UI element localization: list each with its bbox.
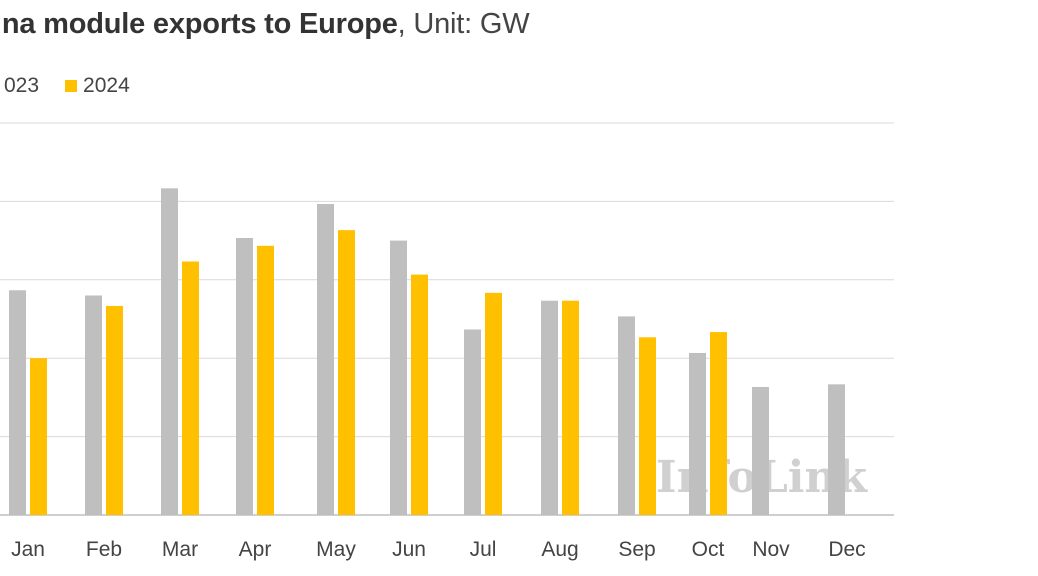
legend-label-2024: 2024 bbox=[83, 74, 130, 97]
x-tick-label-apr: Apr bbox=[239, 538, 272, 561]
x-tick-label-jun: Jun bbox=[392, 538, 426, 561]
bars bbox=[9, 188, 845, 516]
bar-2023-dec bbox=[828, 384, 845, 515]
bar-2023-may bbox=[317, 204, 334, 515]
bar-2023-jul bbox=[464, 329, 481, 515]
x-tick-label-feb: Feb bbox=[86, 538, 122, 561]
chart-legend: 023 2024 bbox=[0, 74, 156, 98]
bar-2024-jun bbox=[411, 274, 428, 515]
grid-lines bbox=[0, 122, 894, 516]
chart-title-bold: ina module exports to Europe bbox=[0, 8, 398, 40]
chart-title-unit: , Unit: GW bbox=[397, 8, 530, 40]
bar-2023-feb bbox=[85, 295, 102, 515]
x-axis-tick-labels: Jan Feb Mar Apr May Jun Jul Aug Sep Oct Nov Dec bbox=[11, 538, 866, 561]
bar-2024-aug bbox=[562, 300, 579, 515]
bar-2024-sep bbox=[639, 337, 656, 515]
x-tick-label-jan: Jan bbox=[11, 538, 45, 561]
legend-label-2023: 023 bbox=[4, 74, 40, 97]
x-tick-label-mar: Mar bbox=[162, 538, 198, 561]
bar-2023-jan bbox=[9, 290, 26, 515]
x-tick-label-sep: Sep bbox=[618, 538, 655, 561]
bar-2024-feb bbox=[106, 305, 123, 515]
bar-2023-nov bbox=[752, 386, 769, 515]
x-tick-label-jul: Jul bbox=[470, 538, 497, 561]
bar-2023-mar bbox=[161, 188, 178, 516]
bar-2024-oct bbox=[710, 332, 727, 515]
x-tick-label-oct: Oct bbox=[692, 538, 725, 561]
x-tick-label-nov: Nov bbox=[752, 538, 790, 561]
bar-2024-may bbox=[338, 230, 355, 515]
bar-2023-sep bbox=[618, 316, 635, 515]
x-tick-label-aug: Aug bbox=[541, 538, 578, 561]
bar-2024-apr bbox=[257, 245, 274, 515]
x-tick-label-dec: Dec bbox=[828, 538, 865, 561]
bar-2023-apr bbox=[236, 237, 253, 515]
x-tick-label-may: May bbox=[316, 538, 356, 561]
chart-title: ina module exports to Europe, Unit: GW bbox=[0, 8, 530, 41]
bar-2023-jun bbox=[390, 240, 407, 515]
bar-2024-mar bbox=[182, 261, 199, 515]
bar-2024-jul bbox=[485, 292, 502, 515]
bar-2023-oct bbox=[689, 352, 706, 515]
bar-2024-jan bbox=[30, 358, 47, 515]
legend-swatch-2024 bbox=[65, 80, 78, 92]
legend-item-2023: 023 bbox=[0, 74, 39, 98]
legend-item-2024: 2024 bbox=[65, 74, 130, 98]
bar-2023-aug bbox=[541, 300, 558, 515]
